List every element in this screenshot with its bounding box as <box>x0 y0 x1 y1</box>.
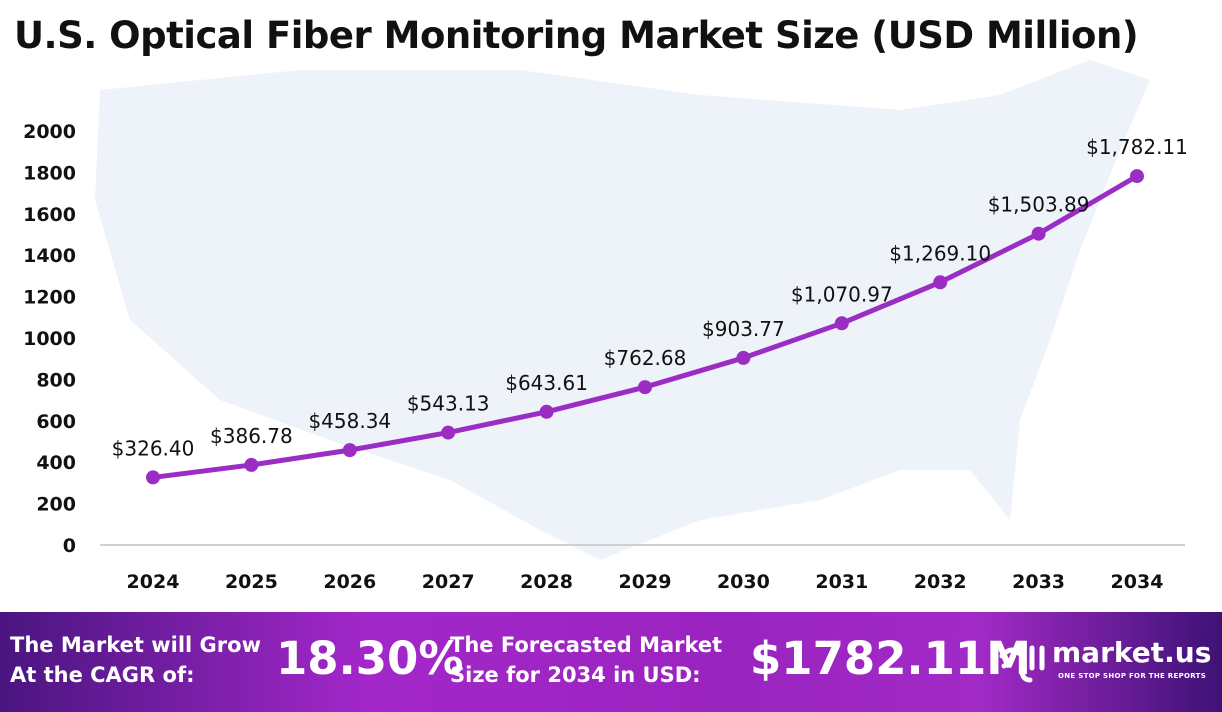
footer-banner: The Market will Grow At the CAGR of: 18.… <box>0 612 1222 712</box>
data-point <box>1130 169 1144 184</box>
x-tick-label: 2034 <box>1111 571 1164 593</box>
x-tick-label: 2025 <box>225 571 278 593</box>
data-label: $386.78 <box>210 424 293 448</box>
x-tick-label: 2032 <box>914 571 967 593</box>
data-point <box>539 404 554 419</box>
data-point <box>638 380 652 395</box>
forecast-value: $1782.11M <box>750 632 1032 685</box>
forecast-label-line1: The Forecasted Market <box>450 633 723 657</box>
data-point <box>342 443 357 458</box>
data-label: $762.68 <box>604 346 687 370</box>
data-point <box>933 275 948 290</box>
data-label: $643.61 <box>505 371 588 395</box>
x-tick-label: 2027 <box>422 571 475 593</box>
y-tick-label: 1000 <box>23 328 76 350</box>
line-chart: 0 200 400 600 800 1000 1200 1400 1600 1800 2000 20… <box>23 60 1188 593</box>
data-point <box>1031 226 1046 241</box>
data-label: $903.77 <box>702 317 785 341</box>
data-label: $1,782.11 <box>1086 135 1188 159</box>
data-label: $1,269.10 <box>889 241 991 265</box>
y-tick-label: 1400 <box>23 245 76 267</box>
x-tick-label: 2030 <box>717 571 770 593</box>
x-tick-label: 2028 <box>520 571 573 593</box>
y-tick-label: 800 <box>36 369 76 391</box>
data-point <box>146 470 160 485</box>
y-tick-label: 600 <box>36 411 76 433</box>
data-point <box>244 457 259 472</box>
x-tick-label: 2033 <box>1012 571 1065 593</box>
data-label: $1,070.97 <box>791 282 893 306</box>
y-tick-label: 1600 <box>23 204 76 226</box>
chart-title: U.S. Optical Fiber Monitoring Market Siz… <box>14 14 1139 57</box>
brand-tagline: ONE STOP SHOP FOR THE REPORTS <box>1058 672 1207 680</box>
x-tick-label: 2024 <box>127 571 180 593</box>
data-point <box>736 350 751 365</box>
us-map-background <box>95 60 1150 560</box>
cagr-value: 18.30% <box>276 632 464 685</box>
data-label: $1,503.89 <box>988 193 1090 217</box>
cagr-label-line1: The Market will Grow <box>10 633 261 657</box>
data-label: $543.13 <box>407 392 490 416</box>
data-label: $458.34 <box>308 409 391 433</box>
y-tick-label: 200 <box>36 494 76 516</box>
x-tick-label: 2026 <box>323 571 376 593</box>
y-tick-label: 1200 <box>23 287 76 309</box>
x-tick-label: 2031 <box>815 571 868 593</box>
forecast-label-line2: Size for 2034 in USD: <box>450 663 701 687</box>
market-us-logo-icon <box>999 645 1045 683</box>
y-tick-label: 0 <box>63 535 76 557</box>
y-tick-label: 2000 <box>23 121 76 143</box>
y-tick-label: 1800 <box>23 162 76 184</box>
brand-name: market.us <box>1052 636 1212 669</box>
data-point <box>834 316 849 331</box>
y-tick-label: 400 <box>36 452 76 474</box>
data-point <box>441 425 456 440</box>
data-label: $326.40 <box>112 436 195 460</box>
x-tick-label: 2029 <box>619 571 672 593</box>
cagr-label-line2: At the CAGR of: <box>10 663 195 687</box>
